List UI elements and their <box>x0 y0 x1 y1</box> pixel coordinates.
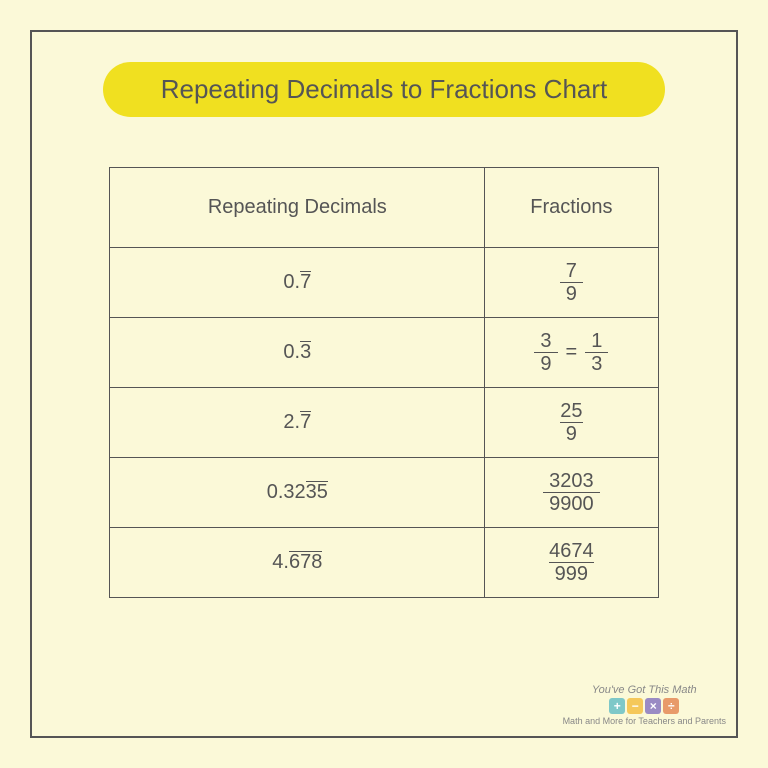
decimal-prefix: 0.32 <box>267 481 306 504</box>
denominator: 3 <box>585 352 608 375</box>
fraction: 259 <box>554 400 588 445</box>
table-row: 0.339=13 <box>110 318 658 388</box>
denominator: 9 <box>534 352 557 375</box>
numerator: 4674 <box>543 540 600 562</box>
table-row: 0.3235 32039900 <box>110 458 658 528</box>
decimal-repeating: 3 <box>300 341 311 364</box>
fraction-cell: 79 <box>485 248 658 318</box>
chart-card: Repeating Decimals to Fractions Chart Re… <box>30 30 738 738</box>
denominator: 999 <box>549 562 594 585</box>
decimal-prefix: 4. <box>272 551 289 574</box>
decimal-prefix: 0. <box>283 341 300 364</box>
fraction: 39 <box>534 330 557 375</box>
table-row: 2.7 259 <box>110 388 658 458</box>
decimal-cell: 2.7 <box>110 388 485 458</box>
decimal-cell: 0.3235 <box>110 458 485 528</box>
logo-tagline: Math and More for Teachers and Parents <box>563 716 726 726</box>
table-row: 0.779 <box>110 248 658 318</box>
logo-icons: +−×÷ <box>563 698 726 714</box>
decimal-repeating: 7 <box>300 411 311 434</box>
op-icon: × <box>645 698 661 714</box>
decimal-cell: 0.3 <box>110 318 485 388</box>
denominator: 9 <box>560 282 583 305</box>
fraction-cell: 4674999 <box>485 528 658 598</box>
decimal-prefix: 2. <box>283 411 300 434</box>
op-icon: − <box>627 698 643 714</box>
decimal-repeating: 7 <box>300 271 311 294</box>
table-row: 4.678 4674999 <box>110 528 658 598</box>
decimal-cell: 0.7 <box>110 248 485 318</box>
conversion-table: Repeating Decimals Fractions 0.7790.339=… <box>109 167 658 598</box>
fraction-cell: 39=13 <box>485 318 658 388</box>
fraction: 32039900 <box>543 470 600 515</box>
fraction: 13 <box>585 330 608 375</box>
decimal-repeating: 35 <box>306 481 328 504</box>
decimal-prefix: 0. <box>283 271 300 294</box>
numerator: 3203 <box>543 470 600 492</box>
fraction: 79 <box>560 260 583 305</box>
decimal-cell: 4.678 <box>110 528 485 598</box>
decimal-repeating: 678 <box>289 551 322 574</box>
denominator: 9 <box>560 422 583 445</box>
fraction-cell: 32039900 <box>485 458 658 528</box>
denominator: 9900 <box>543 492 600 515</box>
op-icon: + <box>609 698 625 714</box>
numerator: 1 <box>585 330 608 352</box>
fraction-cell: 259 <box>485 388 658 458</box>
fraction: 4674999 <box>543 540 600 585</box>
op-icon: ÷ <box>663 698 679 714</box>
col-header-fractions: Fractions <box>485 168 658 248</box>
numerator: 25 <box>554 400 588 422</box>
brand-logo: You've Got This Math +−×÷ Math and More … <box>563 684 726 726</box>
numerator: 3 <box>534 330 557 352</box>
numerator: 7 <box>560 260 583 282</box>
equals-sign: = <box>566 341 578 364</box>
col-header-decimals: Repeating Decimals <box>110 168 485 248</box>
title-text: Repeating Decimals to Fractions Chart <box>161 74 608 104</box>
title-pill: Repeating Decimals to Fractions Chart <box>103 62 665 117</box>
logo-text: You've Got This Math <box>563 684 726 696</box>
